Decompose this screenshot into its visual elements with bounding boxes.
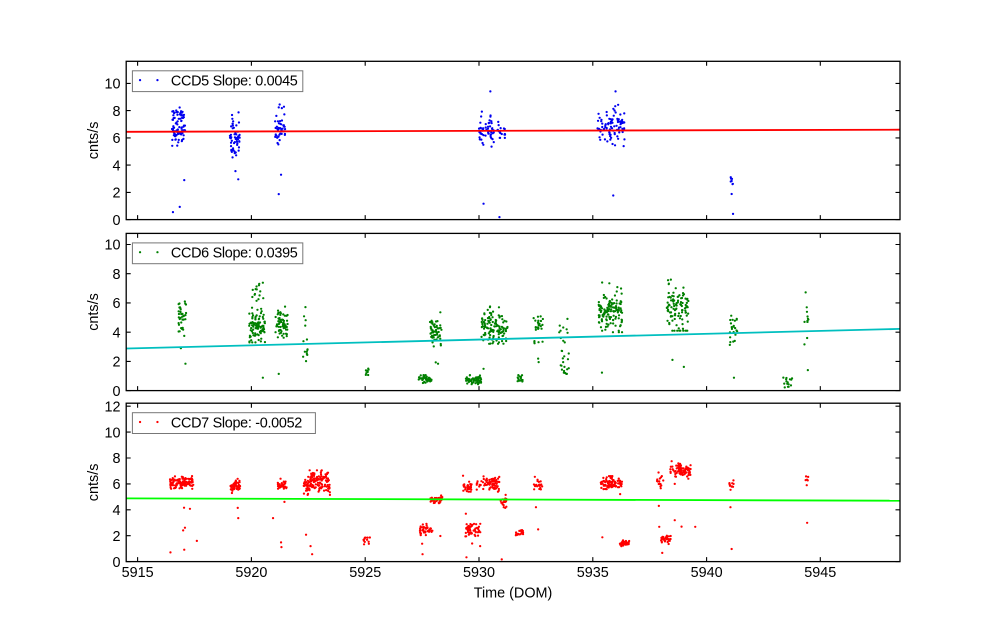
svg-text:CCD6 Slope: 0.0395: CCD6 Slope: 0.0395 — [171, 246, 298, 262]
svg-text:5920: 5920 — [235, 565, 267, 581]
svg-text:6: 6 — [112, 296, 120, 312]
svg-text:4: 4 — [112, 158, 120, 174]
svg-text:2: 2 — [112, 529, 120, 545]
svg-text:0: 0 — [112, 555, 120, 571]
svg-text:CCD5 Slope: 0.0045: CCD5 Slope: 0.0045 — [171, 74, 298, 90]
svg-text:8: 8 — [112, 451, 120, 467]
svg-text:5930: 5930 — [463, 565, 495, 581]
svg-text:CCD7 Slope: -0.0052: CCD7 Slope: -0.0052 — [171, 416, 302, 432]
svg-text:5915: 5915 — [122, 565, 154, 581]
svg-text:2: 2 — [112, 355, 120, 371]
svg-text:6: 6 — [112, 477, 120, 493]
svg-text:5940: 5940 — [691, 565, 723, 581]
svg-text:cnts/s: cnts/s — [86, 293, 102, 331]
svg-text:5935: 5935 — [577, 565, 609, 581]
svg-text:12: 12 — [104, 399, 120, 415]
svg-text:10: 10 — [104, 77, 120, 93]
svg-text:6: 6 — [112, 131, 120, 147]
svg-text:5925: 5925 — [349, 565, 381, 581]
svg-text:0: 0 — [112, 213, 120, 229]
svg-text:4: 4 — [112, 503, 120, 519]
svg-text:10: 10 — [104, 238, 120, 254]
svg-text:8: 8 — [112, 104, 120, 120]
svg-text:0: 0 — [112, 384, 120, 400]
svg-text:4: 4 — [112, 325, 120, 341]
svg-text:Time (DOM): Time (DOM) — [474, 585, 553, 601]
svg-text:cnts/s: cnts/s — [86, 464, 102, 502]
svg-text:5945: 5945 — [804, 565, 836, 581]
svg-text:2: 2 — [112, 186, 120, 202]
svg-text:8: 8 — [112, 267, 120, 283]
svg-text:10: 10 — [104, 425, 120, 441]
svg-text:cnts/s: cnts/s — [86, 122, 102, 160]
